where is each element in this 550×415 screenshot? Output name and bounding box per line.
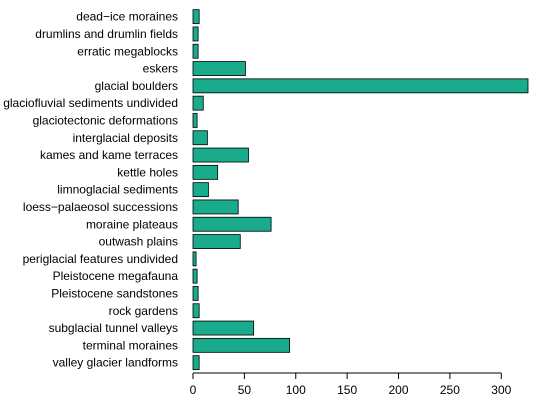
x-tick-label: 100 [286, 383, 306, 397]
bar [192, 216, 272, 232]
x-tick-label: 250 [440, 383, 460, 397]
bar [192, 113, 198, 128]
category-label: kames and kame terraces [40, 148, 178, 162]
category-label: terminal moraines [83, 338, 178, 352]
bar [192, 234, 241, 249]
bar [192, 61, 246, 76]
category-label: limnoglacial sediments [57, 183, 178, 197]
x-tick-label: 50 [238, 383, 252, 397]
category-label: subglacial tunnel valleys [49, 321, 178, 335]
bar [192, 268, 198, 284]
x-axis-ticks: 0 50 100 150 200 250 300 [190, 373, 512, 397]
category-label: glacial boulders [95, 79, 178, 93]
category-label: moraine plateaus [86, 217, 178, 231]
category-label: glaciofluvial sediments undivided [3, 96, 178, 110]
bar [192, 320, 255, 336]
bar [192, 78, 529, 94]
bar [192, 26, 199, 42]
x-tick-label: 300 [491, 383, 511, 397]
bars-group [192, 9, 529, 371]
category-label: dead−ice moraines [76, 10, 178, 24]
bar [192, 43, 199, 59]
bar [192, 9, 200, 25]
bar [192, 199, 239, 215]
bar [192, 251, 197, 267]
bar [192, 147, 249, 163]
x-tick-label: 150 [337, 383, 357, 397]
x-tick-label: 0 [190, 383, 197, 397]
category-label: eskers [143, 62, 178, 76]
category-label: Pleistocene megafauna [53, 269, 179, 283]
bar [192, 303, 200, 319]
category-label: kettle holes [117, 165, 178, 179]
bar [192, 355, 200, 371]
category-label: valley glacier landforms [53, 356, 178, 370]
category-label: Pleistocene sandstones [51, 286, 178, 300]
bar [192, 164, 219, 180]
category-label: loess−palaeosol successions [23, 200, 178, 214]
category-label: periglacial features undivided [23, 252, 178, 266]
bar [192, 95, 204, 111]
category-label: drumlins and drumlin fields [35, 27, 178, 41]
bar [192, 286, 199, 301]
category-label: rock gardens [109, 304, 178, 318]
x-tick-label: 200 [389, 383, 409, 397]
bar [192, 130, 208, 146]
category-label: erratic megablocks [77, 44, 178, 58]
category-label: interglacial deposits [73, 131, 178, 145]
category-label: outwash plains [99, 235, 178, 249]
category-label: glaciotectonic deformations [33, 113, 178, 127]
bar [192, 337, 290, 353]
bar [192, 182, 209, 198]
category-labels: dead−ice moraines drumlins and drumlin fi… [3, 10, 178, 370]
